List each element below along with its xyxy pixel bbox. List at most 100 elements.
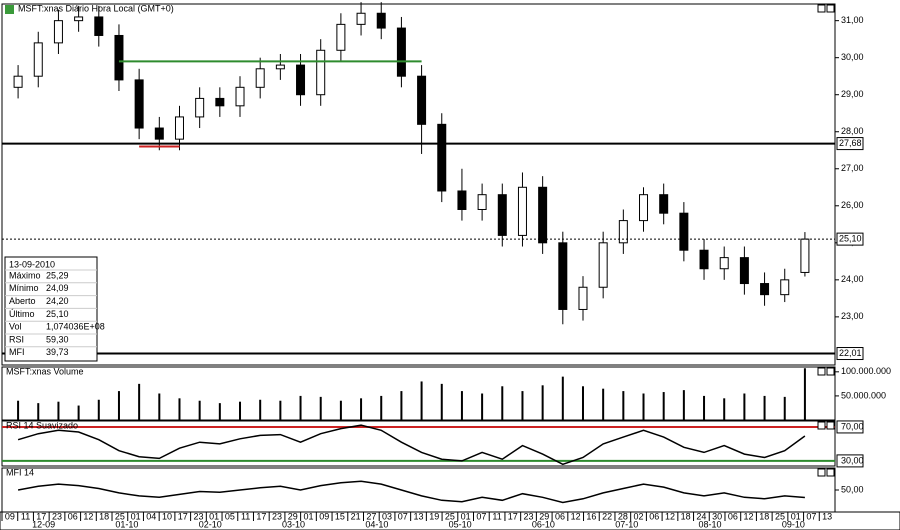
y-tick-label: 70,00 [841,421,864,431]
volume-bar [420,381,423,420]
info-label: Aberto [9,296,36,306]
x-day-label: 11 [241,511,250,521]
volume-bar [501,386,504,420]
candle-body [74,16,84,22]
volume-bar [440,383,443,420]
volume-bar [642,393,645,420]
x-day-label: 12 [665,511,675,521]
x-day-label: 29 [539,511,549,521]
candle-body [235,86,245,107]
x-day-label: 01 [209,511,219,521]
x-day-label: 13 [413,511,423,521]
y-tick-label: 50,00 [841,484,864,494]
x-day-label: 11 [21,511,30,521]
info-label: Último [9,309,35,319]
x-day-label: 01 [461,511,471,521]
x-day-label: 05 [225,511,235,521]
x-month-label: 08-10 [699,519,722,529]
y-tick-label: 24,00 [841,274,864,284]
candle-body [598,242,608,288]
candle-body [296,64,306,96]
x-day-label: 18 [99,511,109,521]
candle-body [639,194,649,222]
volume-bar [218,403,221,420]
candle-body [780,279,790,296]
volume-bar [97,399,100,420]
x-day-label: 21 [351,511,361,521]
candle-body [659,194,669,214]
x-day-label: 07 [476,511,486,521]
panel-button [826,421,835,430]
candle-body [33,42,43,77]
candle-body [336,23,346,51]
x-day-label: 01 [791,511,801,521]
info-value: 1,074036E+08 [46,322,105,332]
y-tick-label: 30,00 [841,52,864,62]
x-day-label: 02 [634,511,644,521]
x-month-label: 06-10 [532,519,555,529]
volume-bar [541,385,544,420]
panel-button [826,4,835,13]
volume-bar [279,400,282,420]
volume-bar [743,393,746,420]
info-label: Mínimo [9,283,39,293]
x-day-label: 09 [319,511,329,521]
candle-body [255,68,265,88]
candle-body [679,212,689,251]
x-day-label: 17 [178,511,188,521]
volume-bar [138,383,141,420]
volume-bar [460,391,463,420]
x-day-label: 03 [382,511,392,521]
indicator-line [17,480,805,504]
x-day-label: 25 [775,511,785,521]
panel-button [817,4,826,13]
x-day-label: 25 [445,511,455,521]
candle-body [174,116,184,140]
candle-body [13,75,23,88]
candle-body [538,186,548,244]
info-label: Vol [9,322,22,332]
y-tick-label: 50.000.000 [841,390,886,400]
volume-bar [239,401,242,420]
volume-bar [561,376,564,420]
info-value: 25,29 [46,270,69,280]
y-tick-label: 28,00 [841,126,864,136]
candle-body [316,49,326,96]
y-tick-label: 31,00 [841,15,864,25]
symbol-icon [5,5,14,14]
x-month-label: 02-10 [199,519,222,529]
candle-body [437,123,447,192]
y-tick-label: 30,00 [841,455,864,465]
y-tick-label: 26,00 [841,200,864,210]
candle-body [114,34,124,81]
candle-body [719,257,729,270]
x-day-label: 23 [193,511,203,521]
candle-body [154,127,164,140]
volume-bar [703,395,706,420]
panel-title: RSI 14 Suavizado [6,420,78,430]
level-label-box [836,232,864,246]
candle-body [558,242,568,310]
x-day-label: 27 [366,511,376,521]
x-day-label: 23 [272,511,282,521]
info-label: MFI [9,347,25,357]
candle-body [699,249,709,270]
panel-frame [1,467,836,513]
tick-label-box [836,454,864,468]
info-value: 24,20 [46,296,69,306]
x-day-label: 17 [508,511,518,521]
y-tick-label: 29,00 [841,89,864,99]
volume-bar [17,400,20,420]
x-day-label: 10 [162,511,172,521]
info-value: 59,30 [46,334,69,344]
x-day-label: 07 [806,511,816,521]
volume-bar [360,398,363,420]
candle-body [376,12,386,29]
panel-title: MFI 14 [6,467,34,477]
x-day-label: 06 [649,511,659,521]
x-month-label: 05-10 [449,519,472,529]
panel-button [817,421,826,430]
info-label: RSI [9,334,24,344]
x-day-label: 01 [131,511,141,521]
x-day-label: 30 [712,511,722,521]
